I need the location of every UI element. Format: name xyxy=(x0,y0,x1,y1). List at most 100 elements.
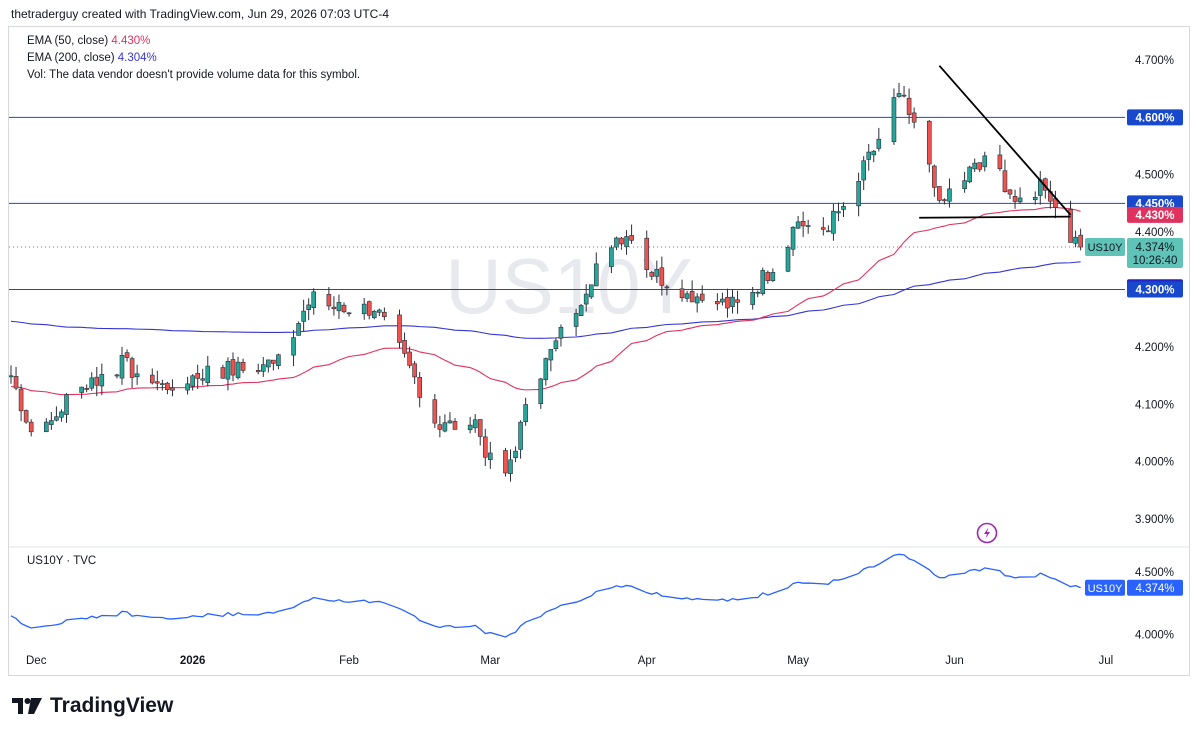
candle xyxy=(49,412,54,430)
candle xyxy=(1078,228,1083,251)
candle xyxy=(896,82,902,98)
candle xyxy=(558,324,564,347)
tradingview-logo-mark-icon xyxy=(12,698,42,714)
ema50-legend[interactable]: EMA (50, close) 4.430% xyxy=(27,35,150,47)
candle xyxy=(119,346,125,385)
last-price-badge xyxy=(1127,238,1183,269)
candle xyxy=(684,290,690,303)
candle xyxy=(624,230,629,255)
time-tick-label: 2026 xyxy=(180,655,206,667)
candle xyxy=(134,364,140,385)
candle xyxy=(326,287,332,311)
ema50-label: EMA (50, close) xyxy=(27,35,109,47)
candle xyxy=(583,284,589,312)
candle xyxy=(230,352,236,382)
lower-pane: 4.500% 4.000% US10Y 4.374% xyxy=(10,553,1183,642)
candle xyxy=(588,284,594,299)
candle xyxy=(513,446,518,463)
ema200-legend[interactable]: EMA (200, close) 4.304% xyxy=(27,52,157,64)
time-scale[interactable]: Dec 2026 Feb Mar Apr May Jun Jul xyxy=(26,655,1113,667)
candle xyxy=(432,393,438,428)
candle xyxy=(805,219,811,234)
candle xyxy=(765,270,771,284)
candle xyxy=(402,332,407,358)
candle xyxy=(553,337,559,352)
candles xyxy=(9,82,1083,482)
price-scale[interactable]: 4.700% 4.500% 4.400% 4.200% 4.100% 4.000% 3.90… xyxy=(1135,55,1174,526)
candle xyxy=(689,280,695,303)
candle xyxy=(336,294,342,319)
candle xyxy=(129,356,135,389)
time-tick-label: Mar xyxy=(480,655,500,667)
price-tick-label: 4.100% xyxy=(1135,399,1174,411)
candle xyxy=(962,171,967,193)
candle xyxy=(967,165,972,184)
chart-frame[interactable]: US10Y 4.700% 4.500% 4.400% 4.200% 4.100% 4.00… xyxy=(8,26,1190,676)
candle xyxy=(407,346,412,369)
candle xyxy=(861,156,866,191)
candle xyxy=(750,286,755,310)
candle xyxy=(371,309,377,320)
candle xyxy=(664,284,670,296)
candle xyxy=(255,363,261,375)
candle xyxy=(271,359,276,371)
ema200-path xyxy=(10,261,1081,339)
candle xyxy=(220,364,226,379)
lightning-icon[interactable] xyxy=(976,522,998,544)
candle xyxy=(538,377,544,409)
chart-canvas[interactable]: US10Y 4.700% 4.500% 4.400% 4.200% 4.100% 4.00… xyxy=(9,27,1189,675)
level-badge-value: 4.300% xyxy=(1135,285,1174,297)
candle xyxy=(891,88,897,145)
level-badge xyxy=(1127,206,1183,223)
tradingview-logo[interactable]: TradingView xyxy=(12,694,173,718)
lower-symbol-badge xyxy=(1085,579,1125,596)
time-tick-label: May xyxy=(787,655,809,667)
price-tick-label: 4.700% xyxy=(1135,55,1174,67)
candle xyxy=(1007,189,1013,199)
lower-pane-title[interactable]: US10Y · TVC xyxy=(27,555,97,567)
price-tick-label: 3.900% xyxy=(1135,514,1174,526)
chart-attribution: thetraderguy created with TradingView.co… xyxy=(11,7,389,21)
candle xyxy=(124,349,130,362)
candle xyxy=(64,393,69,423)
candle xyxy=(725,288,730,318)
candle xyxy=(205,355,211,387)
candle xyxy=(1002,159,1008,193)
candle xyxy=(926,120,932,173)
candle xyxy=(730,289,735,314)
horizontal-levels xyxy=(9,116,1125,290)
candle xyxy=(578,303,584,317)
symbol-watermark: US10Y xyxy=(445,242,692,330)
candle xyxy=(149,368,155,385)
candle xyxy=(609,245,614,274)
candle xyxy=(715,293,720,311)
symbol-badge-label: US10Y xyxy=(1088,242,1124,254)
candle xyxy=(942,198,947,205)
price-tick-label: 4.400% xyxy=(1135,227,1174,239)
candle xyxy=(699,285,705,303)
candle xyxy=(94,366,100,397)
candle xyxy=(518,420,523,459)
candle xyxy=(311,288,317,315)
price-scale-badges: 4.600%4.450%4.430%4.304%4.300%US10Y4.374… xyxy=(1085,109,1183,298)
candle xyxy=(185,376,190,395)
candle xyxy=(54,406,59,422)
candle xyxy=(1017,187,1023,204)
candle xyxy=(720,292,725,306)
candle xyxy=(836,202,841,222)
candle xyxy=(89,372,95,391)
candle xyxy=(260,357,266,377)
volume-note: Vol: The data vendor doesn't provide vol… xyxy=(27,69,361,81)
candle xyxy=(341,302,347,314)
candle xyxy=(59,409,64,422)
candle xyxy=(573,308,579,337)
candle xyxy=(841,202,846,218)
candle xyxy=(982,151,988,172)
triangle-pattern[interactable] xyxy=(919,65,1072,219)
candle xyxy=(901,85,907,98)
candle xyxy=(997,144,1003,172)
candle xyxy=(99,363,105,396)
candle xyxy=(165,381,170,395)
candle xyxy=(331,296,337,316)
candle xyxy=(800,211,806,237)
